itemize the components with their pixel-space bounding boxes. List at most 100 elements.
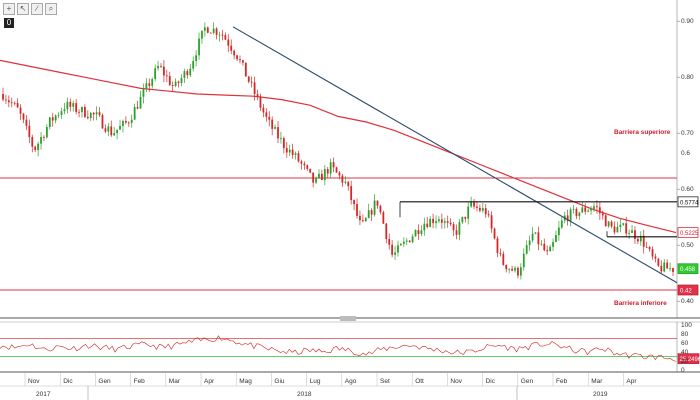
candle-body bbox=[312, 172, 315, 183]
candle-body bbox=[189, 68, 192, 76]
y-tick-extra: 0.6 bbox=[681, 150, 690, 157]
price-badge-label: 0.5225 bbox=[680, 231, 699, 237]
x-tick-label: Feb bbox=[134, 378, 146, 385]
price-badge bbox=[677, 227, 699, 238]
candle-body bbox=[645, 246, 648, 248]
x-tick-label: Apr bbox=[626, 378, 637, 385]
x-tick-label: Nov bbox=[28, 378, 40, 385]
candle-body bbox=[233, 50, 236, 56]
candle-body bbox=[669, 268, 671, 269]
candle-body bbox=[116, 129, 119, 134]
candle-body bbox=[280, 138, 282, 139]
candle-body bbox=[370, 210, 373, 215]
candle-body bbox=[338, 172, 341, 176]
candle-body bbox=[163, 66, 165, 76]
candle-body bbox=[660, 265, 663, 272]
candle-body bbox=[376, 200, 379, 206]
zoom-icon[interactable]: ⌕ bbox=[45, 3, 57, 15]
candle-body bbox=[242, 60, 244, 63]
osc-badge-label: 25.2496 bbox=[680, 357, 700, 363]
x-tick-label: Gen bbox=[521, 378, 534, 385]
cursor-icon[interactable]: ↖ bbox=[17, 3, 29, 15]
candle-body bbox=[426, 223, 429, 227]
candle-body bbox=[598, 207, 601, 214]
candle-body bbox=[478, 207, 481, 211]
oscillator-line bbox=[0, 335, 677, 362]
candle-body bbox=[619, 224, 622, 228]
candle-body bbox=[657, 258, 660, 266]
candle-body bbox=[72, 103, 75, 107]
candle-body bbox=[291, 149, 294, 155]
candle-body bbox=[514, 267, 516, 271]
y-tick-label: 0.40 bbox=[681, 298, 694, 305]
candle-body bbox=[86, 116, 89, 119]
candle-body bbox=[443, 221, 446, 223]
zero-button[interactable]: 0 bbox=[4, 18, 14, 28]
candle-body bbox=[318, 173, 320, 178]
candle-body bbox=[282, 138, 285, 149]
candle-body bbox=[157, 65, 159, 69]
x-tick-label: Giu bbox=[274, 378, 285, 385]
candle-body bbox=[543, 243, 546, 251]
candle-body bbox=[104, 128, 107, 132]
candle-body bbox=[420, 230, 423, 235]
candle-body bbox=[505, 264, 508, 270]
candle-body bbox=[496, 238, 499, 253]
candle-body bbox=[549, 246, 552, 252]
candle-body bbox=[391, 244, 394, 255]
candle-body bbox=[124, 120, 127, 123]
candle-body bbox=[209, 32, 212, 34]
price-badge-label: 0.458 bbox=[680, 267, 696, 273]
candle-body bbox=[402, 241, 405, 244]
candle-body bbox=[174, 81, 177, 86]
candle-body bbox=[511, 268, 513, 271]
candle-body bbox=[288, 149, 291, 153]
candle-body bbox=[227, 39, 230, 46]
candle-body bbox=[400, 243, 402, 246]
candle-body bbox=[224, 35, 227, 40]
candle-body bbox=[43, 137, 45, 138]
candle-body bbox=[244, 62, 247, 77]
candle-body bbox=[133, 107, 136, 120]
candle-body bbox=[98, 112, 101, 116]
osc-y-tick-label: 80 bbox=[681, 331, 689, 338]
candle-body bbox=[467, 206, 470, 219]
candle-body bbox=[212, 28, 215, 34]
candle-body bbox=[145, 83, 148, 90]
x-year-label: 2018 bbox=[297, 391, 312, 398]
price-badge-label: 0.5774 bbox=[680, 200, 699, 206]
candle-body bbox=[31, 136, 34, 147]
candle-body bbox=[350, 186, 353, 201]
osc-y-tick-label: 100 bbox=[681, 322, 692, 329]
candle-body bbox=[268, 116, 271, 120]
candle-body bbox=[151, 78, 154, 86]
candle-body bbox=[461, 216, 464, 223]
candle-body bbox=[663, 262, 666, 272]
candle-body bbox=[148, 83, 151, 86]
candle-body bbox=[373, 200, 376, 215]
x-tick-label: Mag bbox=[239, 378, 252, 385]
candle-body bbox=[435, 221, 437, 224]
candle-body bbox=[271, 119, 274, 129]
candle-body bbox=[107, 126, 110, 132]
candle-body bbox=[519, 267, 522, 276]
x-tick-label: Mar bbox=[591, 378, 603, 385]
x-year-label: 2017 bbox=[36, 391, 51, 398]
candle-body bbox=[487, 214, 490, 216]
candle-body bbox=[566, 215, 569, 222]
price-badge bbox=[677, 284, 699, 296]
candle-body bbox=[84, 106, 86, 117]
candle-body bbox=[417, 230, 420, 235]
candle-body bbox=[168, 76, 171, 86]
draw-icon[interactable]: ∕ bbox=[31, 3, 43, 15]
candle-body bbox=[560, 220, 563, 228]
candle-body bbox=[642, 235, 645, 247]
crosshair-icon[interactable]: + bbox=[3, 3, 15, 15]
candle-body bbox=[578, 212, 581, 217]
candle-body bbox=[666, 262, 669, 269]
candle-body bbox=[525, 245, 528, 254]
candle-body bbox=[110, 126, 113, 136]
candle-body bbox=[648, 246, 651, 250]
candle-body bbox=[37, 143, 40, 151]
candle-body bbox=[531, 233, 534, 241]
